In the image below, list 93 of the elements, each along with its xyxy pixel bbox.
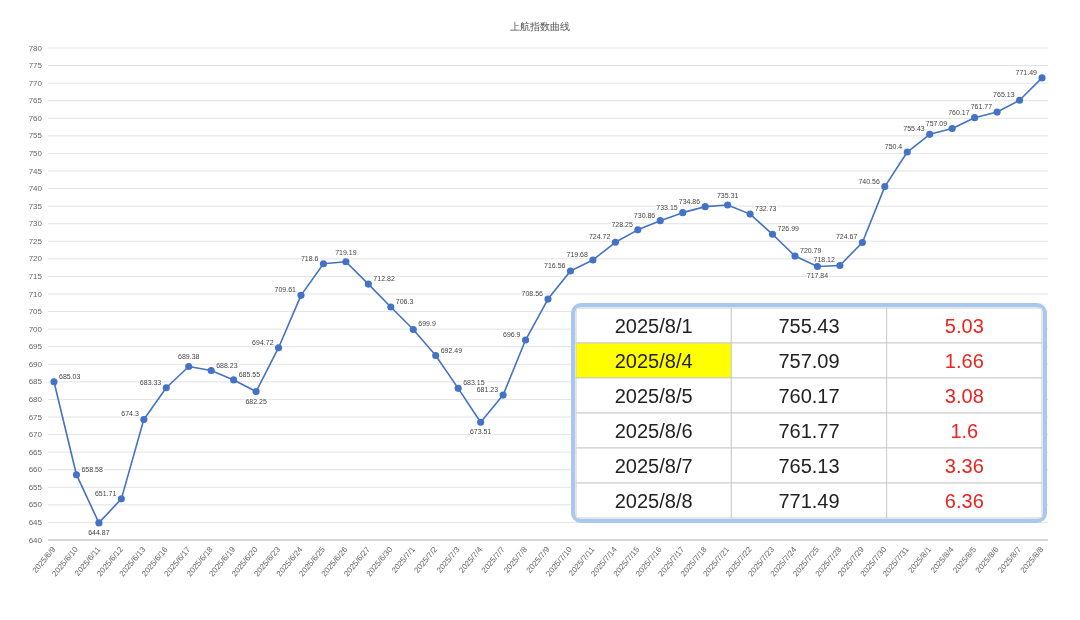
annotation: 1.6: [950, 419, 979, 442]
point: [566, 267, 575, 275]
y-tick-label: 640: [28, 535, 43, 545]
y-tick-label: 710: [28, 289, 43, 299]
point: [903, 148, 911, 156]
point: [364, 280, 372, 288]
point: [724, 201, 732, 209]
point: [207, 366, 215, 375]
y-tick-label: 720: [28, 254, 43, 264]
y-tick-label: 695: [28, 342, 43, 352]
point: [297, 291, 305, 299]
point: [342, 258, 350, 266]
y-tick-label: 685: [28, 377, 43, 387]
point: [701, 203, 709, 211]
y-tick-label: 780: [28, 43, 43, 53]
y-tick-label: 670: [28, 430, 43, 440]
y-tick-label: 715: [28, 271, 43, 281]
point: [230, 376, 238, 384]
annotation: 760.17: [778, 384, 840, 407]
y-tick-label: 705: [28, 307, 43, 317]
point: [948, 124, 956, 133]
y-tick-label: 760: [28, 113, 43, 123]
point: [971, 114, 979, 122]
y-tick-label: 730: [28, 219, 43, 229]
point: [454, 384, 462, 392]
y-tick-label: 690: [28, 359, 43, 369]
y-tick-label: 770: [28, 78, 43, 88]
y-tick-label: 740: [28, 184, 43, 194]
point: [544, 295, 552, 303]
annotation: 6.36: [944, 489, 984, 512]
annotation: 761.77: [778, 419, 840, 442]
y-tick-label: 725: [28, 236, 43, 246]
point: [768, 230, 777, 238]
point: [858, 238, 866, 247]
annotation: 2025/8/7: [614, 454, 693, 477]
point: [274, 344, 283, 352]
point: [252, 387, 260, 396]
y-tick-label: 765: [28, 96, 43, 106]
point: [95, 519, 103, 527]
point: [679, 209, 687, 217]
point: [521, 336, 530, 344]
point: [611, 238, 619, 246]
point: [634, 226, 642, 234]
point: [993, 108, 1001, 116]
y-tick-label: 655: [28, 482, 43, 492]
point: [746, 210, 754, 218]
point: [409, 325, 417, 334]
annotation: 2025/8/1: [614, 314, 693, 337]
chart-title: 上航指数曲线: [510, 21, 570, 32]
annotation: 5.03: [944, 314, 984, 337]
y-tick-label: 665: [28, 447, 43, 457]
point: [117, 495, 125, 503]
annotation: 1.66: [944, 349, 984, 372]
point: [432, 351, 440, 360]
y-tick-label: 645: [28, 517, 43, 527]
point: [926, 130, 934, 138]
y-tick-label: 680: [28, 394, 43, 404]
point: [813, 262, 822, 271]
annotation: 771.49: [778, 489, 840, 512]
point: [1038, 74, 1046, 82]
point: [185, 362, 193, 371]
y-tick-label: 750: [28, 148, 43, 158]
y-tick-label: 660: [28, 465, 43, 475]
annotation: 3.08: [944, 384, 984, 407]
point: [656, 217, 664, 225]
annotation: 765.13: [778, 454, 840, 477]
point: [791, 252, 799, 260]
point: [836, 261, 844, 270]
point: [881, 183, 889, 191]
annotation: 3.36: [944, 454, 984, 477]
point: [162, 384, 170, 392]
annotation: 2025/8/4: [614, 349, 693, 372]
y-tick-label: 735: [28, 201, 43, 211]
point: [499, 391, 507, 399]
annotation: 757.09: [778, 349, 840, 372]
y-tick-label: 650: [28, 500, 43, 510]
point: [140, 415, 148, 424]
point: [589, 256, 597, 264]
point: [72, 471, 81, 479]
annotation: 2025/8/5: [614, 384, 693, 407]
annotation: 2025/8/8: [614, 489, 693, 512]
y-tick-label: 775: [28, 61, 43, 71]
point: [1015, 96, 1024, 104]
y-tick-label: 755: [28, 131, 43, 141]
point: [50, 378, 58, 386]
annotation: 2025/8/6: [614, 419, 693, 442]
point: [319, 260, 328, 268]
y-tick-label: 700: [28, 324, 43, 334]
y-tick-label: 745: [28, 166, 43, 176]
y-tick-label: 675: [28, 412, 43, 422]
point: [387, 303, 395, 311]
annotation: 755.43: [778, 314, 840, 337]
point: [477, 418, 485, 426]
